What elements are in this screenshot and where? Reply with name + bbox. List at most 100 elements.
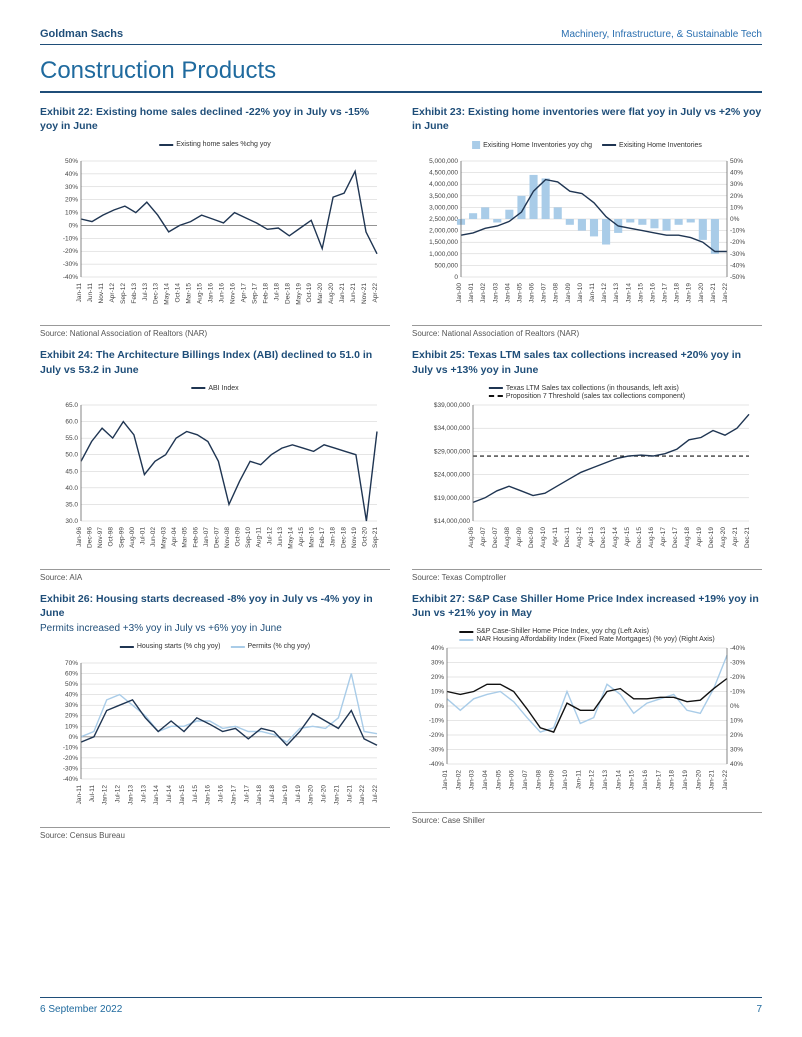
svg-text:10%: 10% [65, 723, 78, 730]
chart-box: Texas LTM Sales tax collections (in thou… [412, 385, 762, 563]
svg-text:10%: 10% [431, 689, 444, 696]
svg-text:55.0: 55.0 [65, 435, 78, 442]
svg-text:Jan-05: Jan-05 [495, 770, 502, 790]
footer: 6 September 2022 7 [40, 997, 762, 1015]
svg-text:-30%: -30% [429, 747, 444, 754]
svg-text:Jul-18: Jul-18 [269, 785, 276, 803]
chart-source: Source: National Association of Realtors… [412, 325, 762, 338]
svg-text:Jan-11: Jan-11 [76, 283, 83, 303]
svg-text:Jan-21: Jan-21 [709, 770, 716, 790]
svg-text:Jan-96: Jan-96 [76, 526, 83, 546]
svg-text:Jul-13: Jul-13 [142, 283, 149, 301]
svg-text:Jan-22: Jan-22 [722, 770, 729, 790]
svg-text:Jan-02: Jan-02 [455, 770, 462, 790]
svg-text:Jan-09: Jan-09 [549, 770, 556, 790]
svg-text:-30%: -30% [730, 251, 745, 258]
svg-text:3,500,000: 3,500,000 [429, 193, 458, 200]
svg-text:Jan-19: Jan-19 [282, 785, 289, 805]
svg-text:0%: 0% [730, 703, 740, 710]
exhibit-title: Exhibit 26: Housing starts decreased -8%… [40, 592, 390, 620]
svg-text:May-03: May-03 [161, 526, 168, 548]
chart-box: Existing home sales %chg yoy 50%40%30%20… [40, 141, 390, 319]
svg-text:Mar-16: Mar-16 [309, 526, 316, 547]
footer-page: 7 [756, 1004, 762, 1015]
svg-text:Jul-13: Jul-13 [140, 785, 147, 803]
svg-text:Aug-16: Aug-16 [648, 526, 655, 547]
svg-text:Jan-12: Jan-12 [102, 785, 109, 805]
svg-text:$29,000,000: $29,000,000 [434, 448, 471, 455]
svg-text:Jan-05: Jan-05 [516, 283, 523, 303]
svg-text:Jul-12: Jul-12 [115, 785, 122, 803]
exhibit-title: Exhibit 25: Texas LTM sales tax collecti… [412, 348, 762, 376]
svg-text:-10%: -10% [63, 744, 78, 751]
svg-text:May-14: May-14 [287, 526, 294, 548]
svg-text:Apr-21: Apr-21 [732, 526, 739, 546]
svg-text:Apr-17: Apr-17 [660, 526, 667, 546]
svg-text:Jul-21: Jul-21 [346, 785, 353, 803]
svg-text:Dec-07: Dec-07 [213, 526, 220, 547]
svg-text:Dec-17: Dec-17 [672, 526, 679, 547]
svg-text:Aug-00: Aug-00 [129, 526, 136, 547]
svg-text:Jan-15: Jan-15 [637, 283, 644, 303]
svg-text:50%: 50% [730, 158, 743, 165]
exhibit-title: Exhibit 24: The Architecture Billings In… [40, 348, 390, 376]
svg-text:Jun-21: Jun-21 [350, 283, 357, 303]
svg-text:40%: 40% [431, 645, 444, 652]
svg-text:Dec-19: Dec-19 [708, 526, 715, 547]
svg-text:Feb-06: Feb-06 [192, 526, 199, 547]
svg-text:-30%: -30% [63, 765, 78, 772]
svg-text:Jan-13: Jan-13 [613, 283, 620, 303]
svg-text:10%: 10% [730, 718, 743, 725]
svg-text:Jan-14: Jan-14 [625, 283, 632, 303]
exhibit-26: Exhibit 26: Housing starts decreased -8%… [40, 592, 390, 840]
svg-text:500,000: 500,000 [435, 263, 459, 270]
svg-text:Aug-06: Aug-06 [468, 526, 475, 547]
svg-text:2,000,000: 2,000,000 [429, 228, 458, 235]
svg-text:Apr-11: Apr-11 [552, 526, 559, 545]
svg-text:Jan-17: Jan-17 [230, 785, 237, 805]
svg-text:60%: 60% [65, 671, 78, 678]
svg-text:65.0: 65.0 [65, 402, 78, 409]
svg-text:Jan-10: Jan-10 [577, 283, 584, 303]
svg-text:-20%: -20% [429, 732, 444, 739]
svg-text:20%: 20% [65, 713, 78, 720]
legend: Texas LTM Sales tax collections (in thou… [489, 385, 685, 400]
svg-text:Dec-18: Dec-18 [284, 283, 291, 304]
svg-text:Jan-13: Jan-13 [127, 785, 134, 805]
footer-date: 6 September 2022 [40, 1004, 122, 1015]
svg-text:50.0: 50.0 [65, 451, 78, 458]
svg-text:Jan-01: Jan-01 [442, 770, 449, 790]
svg-text:Jan-07: Jan-07 [541, 283, 548, 303]
svg-text:Apr-22: Apr-22 [372, 283, 379, 303]
svg-text:5,000,000: 5,000,000 [429, 158, 458, 165]
chart-source: Source: National Association of Realtors… [40, 325, 390, 338]
svg-text:Jan-07: Jan-07 [522, 770, 529, 790]
svg-text:Jan-21: Jan-21 [339, 283, 346, 303]
category: Machinery, Infrastructure, & Sustainable… [561, 29, 762, 40]
svg-text:Jan-18: Jan-18 [674, 283, 681, 303]
svg-text:-20%: -20% [63, 249, 78, 256]
svg-text:Nov-08: Nov-08 [224, 526, 231, 547]
exhibit-23: Exhibit 23: Existing home inventories we… [412, 105, 762, 338]
chart-grid: Exhibit 22: Existing home sales declined… [40, 105, 762, 840]
svg-text:Jul-12: Jul-12 [266, 526, 273, 544]
svg-text:0%: 0% [435, 703, 445, 710]
svg-text:Jan-03: Jan-03 [469, 770, 476, 790]
exhibit-title: Exhibit 27: S&P Case Shiller Home Price … [412, 592, 762, 620]
svg-text:Jan-12: Jan-12 [589, 770, 596, 790]
svg-text:Sep-12: Sep-12 [120, 283, 127, 304]
svg-text:Sep-17: Sep-17 [251, 283, 258, 304]
svg-text:Sep-99: Sep-99 [118, 526, 125, 547]
svg-text:Jan-03: Jan-03 [492, 283, 499, 303]
svg-text:Jan-08: Jan-08 [535, 770, 542, 790]
svg-text:Jan-08: Jan-08 [553, 283, 560, 303]
svg-text:$24,000,000: $24,000,000 [434, 471, 471, 478]
svg-text:60.0: 60.0 [65, 418, 78, 425]
svg-text:Jan-02: Jan-02 [480, 283, 487, 303]
svg-text:Dec-18: Dec-18 [340, 526, 347, 547]
svg-text:Dec-13: Dec-13 [153, 283, 160, 304]
svg-text:30%: 30% [65, 184, 78, 191]
legend: S&P Case-Shiller Home Price Index, yoy c… [459, 628, 714, 643]
svg-text:-20%: -20% [730, 240, 745, 247]
svg-text:Feb-17: Feb-17 [319, 526, 326, 547]
